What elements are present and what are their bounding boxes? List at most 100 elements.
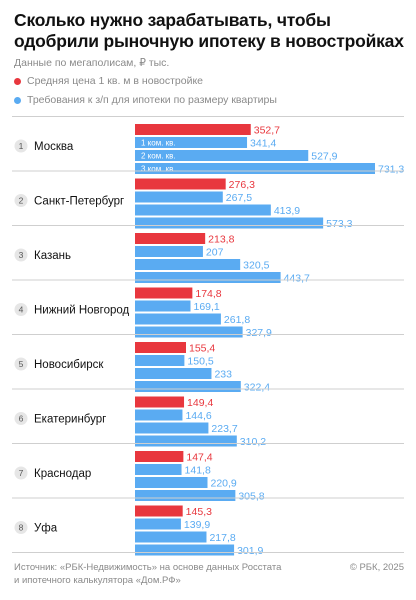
value-label: 320,5 (243, 260, 269, 272)
salary-bar (135, 259, 241, 270)
salary-bar (135, 422, 209, 434)
source-note: Источник: «РБК-Недвижимость» на основе д… (14, 562, 314, 587)
source-line-1: Источник: «РБК-Недвижимость» на основе д… (14, 562, 282, 573)
city-label: Нижний Новгород (34, 305, 130, 317)
value-label: 276,3 (229, 179, 255, 191)
salary-bar (135, 531, 207, 543)
value-label: 352,7 (254, 125, 280, 137)
value-label: 144,6 (185, 410, 211, 422)
price-bar (135, 505, 183, 517)
value-label: 141,8 (185, 465, 211, 477)
value-label: 267,5 (226, 192, 252, 204)
price-bar (135, 124, 251, 135)
value-label: 139,9 (184, 519, 210, 531)
value-label: 213,8 (208, 234, 234, 246)
salary-bar (135, 435, 237, 447)
value-label: 174,8 (195, 288, 221, 300)
city-label: Казань (34, 250, 71, 262)
city-label: Екатеринбург (34, 414, 106, 426)
salary-bar (135, 313, 221, 325)
salary-bar (135, 409, 183, 421)
bar-inner-label: 2 ком. кв. (141, 152, 176, 161)
value-label: 220,9 (210, 478, 236, 490)
salary-bar (135, 490, 236, 501)
legend-red-dot (14, 77, 21, 85)
legend-label-salary: Требования к з/п для ипотеки по размеру … (27, 94, 277, 106)
rank-badge (14, 303, 28, 316)
value-label: 149,4 (187, 397, 213, 409)
value-label: 301,9 (237, 545, 263, 556)
legend-label-price: Средняя цена 1 кв. м в новостройке (27, 75, 204, 87)
rank-badge (14, 357, 28, 371)
salary-bar (135, 477, 208, 488)
city-label: Новосибирск (34, 359, 104, 371)
salary-bar (135, 518, 181, 530)
salary-bar (135, 300, 191, 312)
rank-number: 7 (19, 468, 24, 478)
value-label: 443,7 (284, 273, 310, 285)
salary-bar (135, 246, 203, 257)
city-label: Москва (34, 141, 74, 153)
salary-bar (135, 368, 212, 379)
chart-subtitle: Данные по мегаполисам, ₽ тыс. (14, 57, 170, 69)
price-bar (135, 287, 193, 299)
rank-badge (14, 139, 28, 153)
salary-bar (135, 544, 235, 556)
copyright: © РБК, 2025 (349, 562, 404, 573)
value-label: 310,2 (240, 436, 266, 448)
price-bar (135, 178, 226, 190)
value-label: 155,4 (189, 343, 215, 355)
salary-bar (135, 137, 248, 148)
legend-blue-dot (14, 96, 21, 104)
chart-title: Сколько нужно зарабатывать, чтобы одобри… (14, 10, 404, 51)
value-label: 341,4 (250, 138, 276, 150)
value-label: 145,3 (186, 506, 212, 518)
value-label: 223,7 (211, 423, 237, 435)
salary-bar (135, 150, 309, 161)
salary-bar (135, 381, 241, 392)
city-label: Уфа (34, 523, 58, 535)
value-label: 322,4 (244, 382, 270, 394)
value-label: 573,3 (326, 218, 352, 230)
rank-number: 2 (19, 196, 24, 206)
bar-inner-label: 3 ком. кв. (141, 165, 176, 174)
value-label: 147,4 (186, 452, 212, 464)
value-label: 413,9 (274, 205, 300, 217)
value-label: 169,1 (193, 301, 219, 313)
value-label: 233 (214, 369, 232, 381)
rank-number: 8 (19, 523, 24, 533)
rank-number: 6 (19, 414, 24, 424)
salary-bar (135, 272, 281, 283)
salary-bar (135, 355, 185, 366)
rank-number: 4 (19, 305, 24, 315)
value-label: 150,5 (187, 356, 213, 368)
salary-bar (135, 191, 223, 203)
price-bar (135, 233, 206, 244)
value-label: 261,8 (224, 314, 250, 326)
legend-item-price: Средняя цена 1 кв. м в новостройке (14, 75, 203, 87)
rank-badge (14, 248, 28, 262)
rank-badge (14, 466, 28, 480)
value-label: 217,8 (209, 532, 235, 544)
salary-bar (135, 464, 182, 475)
city-label: Санкт-Петербург (34, 196, 124, 208)
bar-inner-label: 1 ком. кв. (141, 139, 176, 148)
rank-number: 5 (19, 359, 24, 369)
price-bar (135, 451, 184, 462)
salary-bar (135, 326, 243, 338)
legend-item-salary: Требования к з/п для ипотеки по размеру … (14, 94, 277, 106)
salary-bar (135, 217, 324, 229)
rank-badge (14, 521, 28, 534)
value-label: 207 (206, 247, 224, 259)
city-label: Краснодар (34, 468, 91, 480)
salary-bar (135, 163, 375, 174)
value-label: 731,3 (378, 164, 404, 176)
source-line-2: и ипотечного калькулятора «Дом.РФ» (14, 574, 181, 586)
rank-number: 3 (19, 250, 24, 260)
rank-badge (14, 412, 28, 425)
value-label: 305,8 (238, 491, 264, 503)
value-label: 327,9 (246, 327, 272, 339)
price-bar (135, 342, 186, 353)
value-label: 527,9 (311, 151, 337, 163)
